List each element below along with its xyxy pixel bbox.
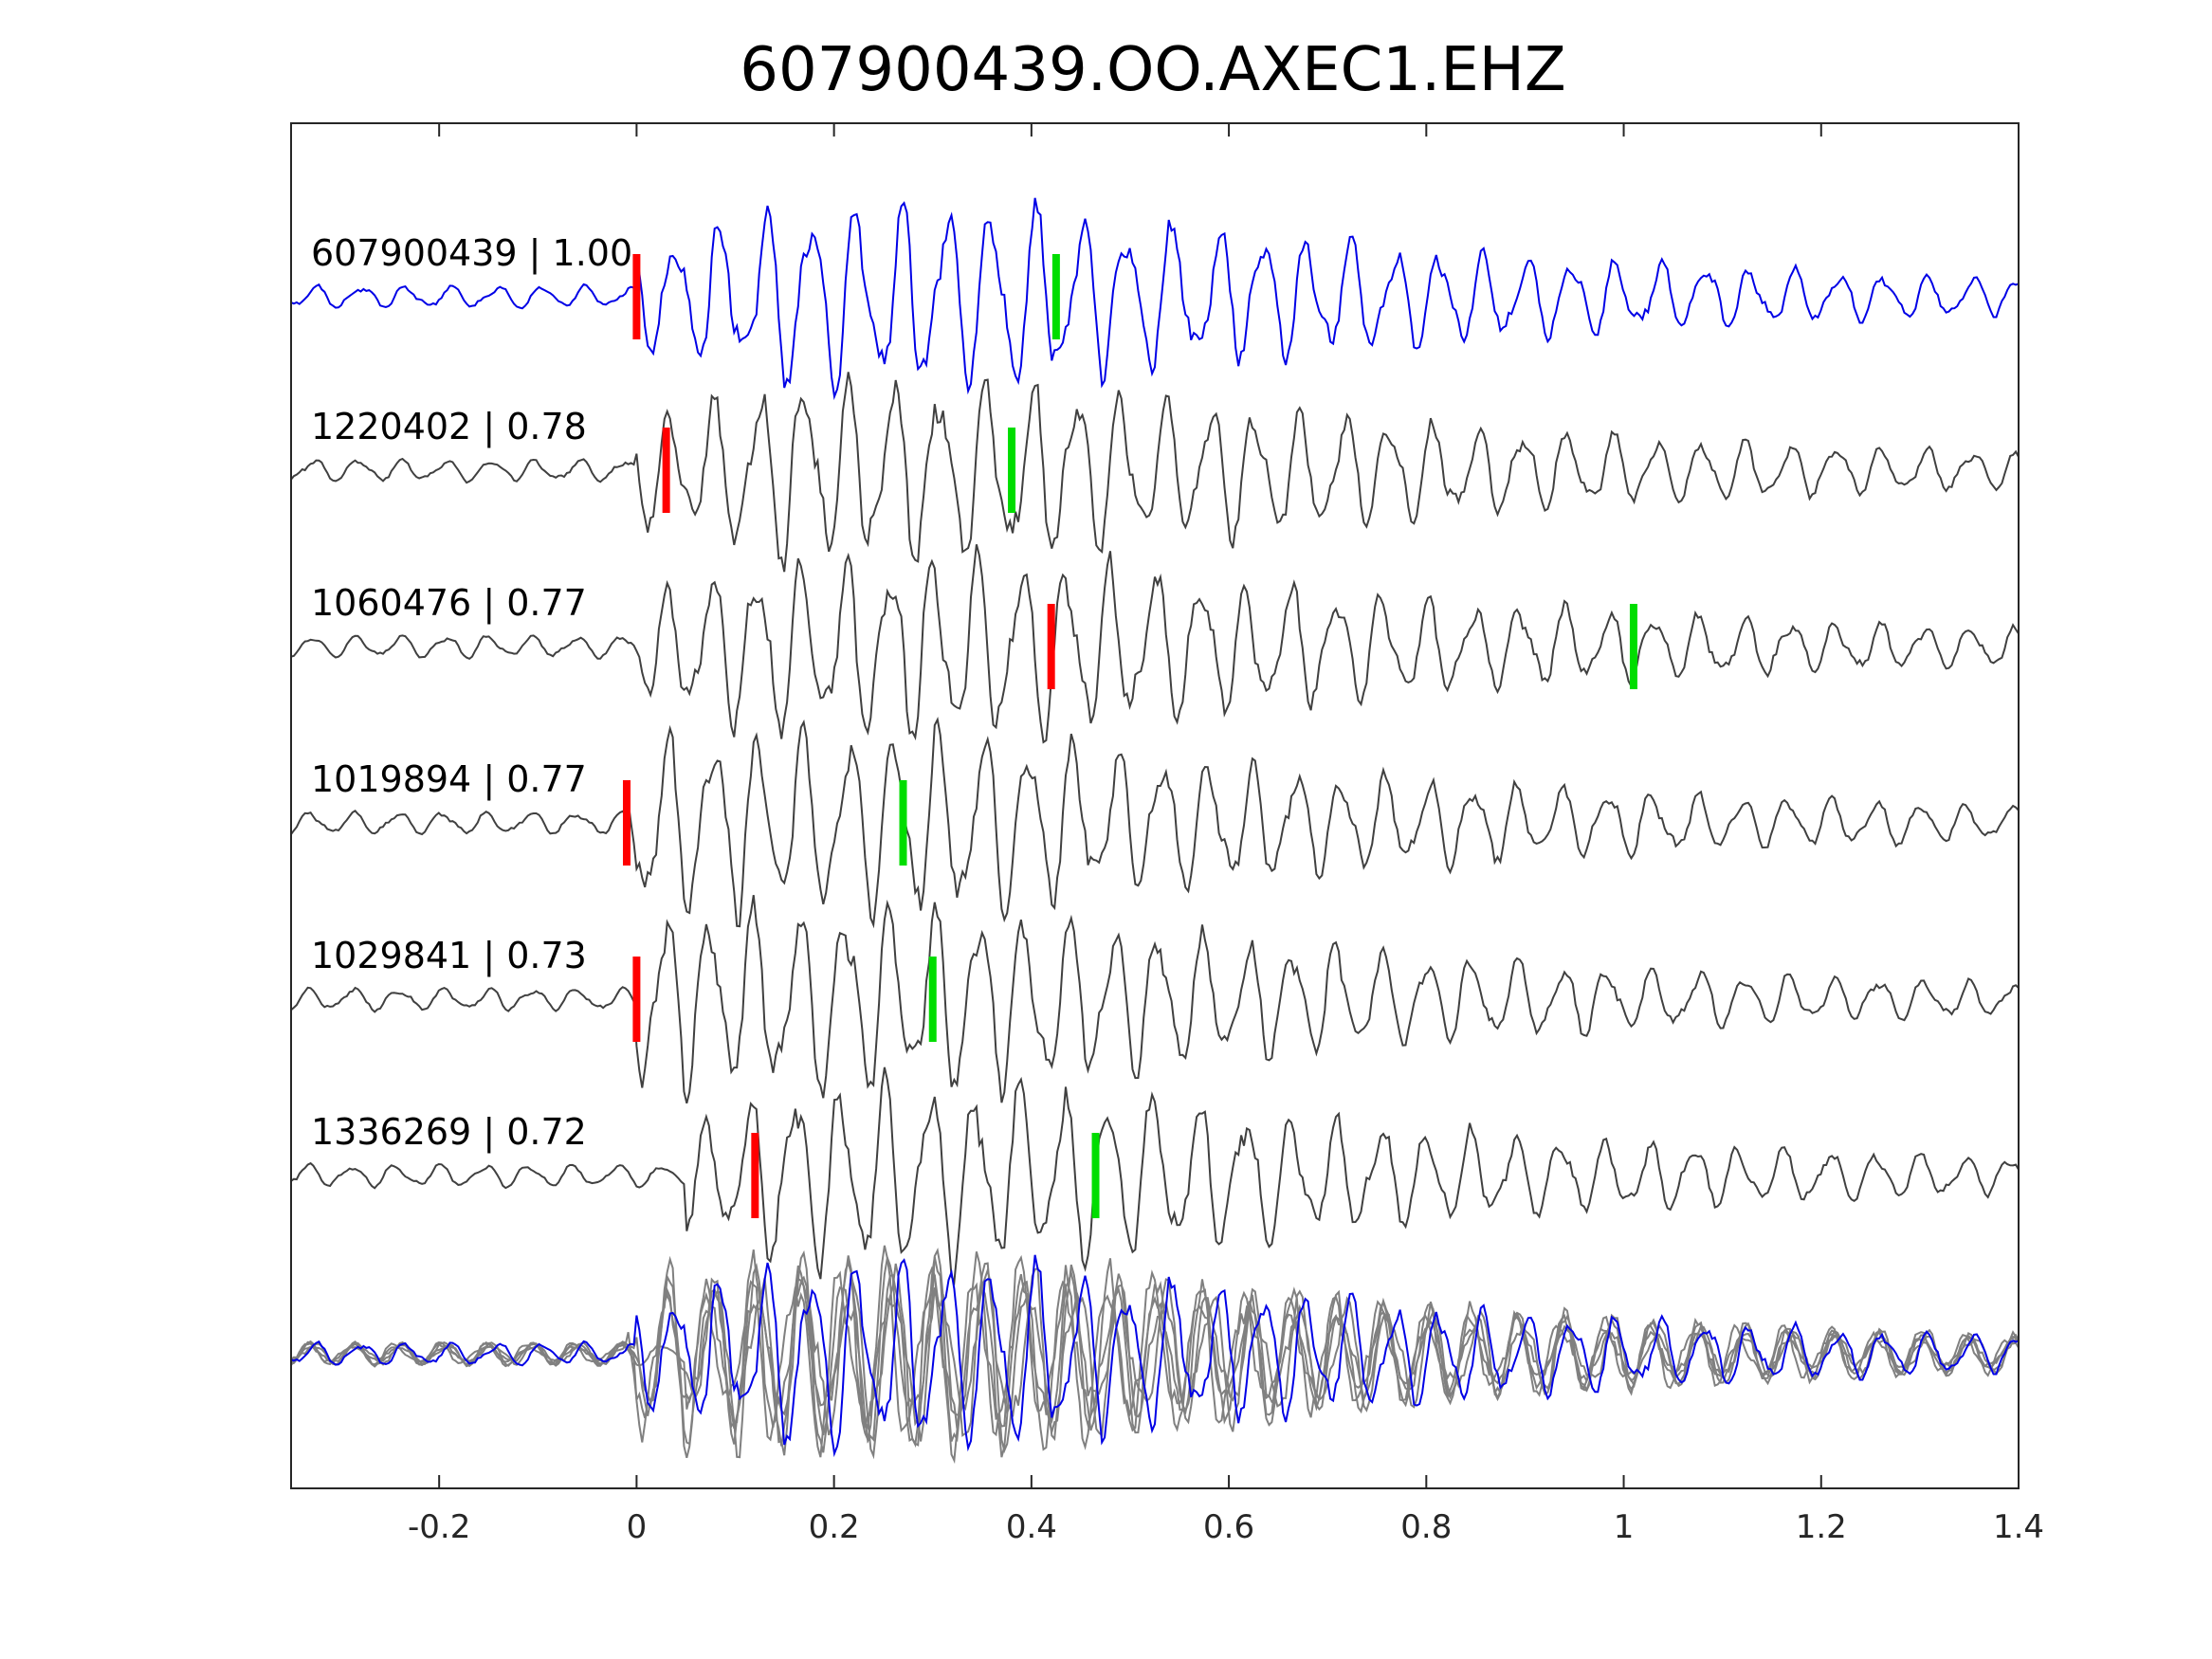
stack-trace-1060476 (290, 1251, 2020, 1451)
x-tick-label: 0 (627, 1508, 648, 1546)
stack-trace-607900439 (290, 1254, 2020, 1458)
trace-label-1029841: 1029841 | 0.73 (311, 935, 587, 977)
x-axis: -0.2 0 0.2 0.4 0.6 0.8 1 1.2 1.4 (408, 123, 2044, 1546)
trace-1019894 (290, 717, 2020, 929)
trace-label-1336269: 1336269 | 0.72 (311, 1111, 587, 1154)
x-tick-label: -0.2 (408, 1508, 470, 1546)
chart-title: 607900439.OO.AXEC1.EHZ (740, 35, 1566, 105)
x-tick-label: 1 (1614, 1508, 1635, 1546)
phase-picks (622, 254, 1637, 1218)
trace-labels: 607900439 | 1.00 1220402 | 0.78 1060476 | … (311, 232, 632, 1154)
trace-1220402 (290, 372, 2020, 573)
plot-frame (290, 122, 2020, 1489)
stack-trace-1220402 (290, 1255, 2020, 1456)
x-tick-label: 1.4 (1993, 1508, 2044, 1546)
trace-label-1060476: 1060476 | 0.77 (311, 582, 587, 625)
overlay-stack (290, 1245, 2020, 1465)
trace-607900439 (290, 197, 2020, 401)
trace-1060476 (290, 544, 2020, 744)
waveform-traces (290, 197, 2020, 1286)
x-tick-label: 0.4 (1006, 1508, 1057, 1546)
trace-label-607900439: 607900439 | 1.00 (311, 232, 632, 275)
x-tick-label: 1.2 (1796, 1508, 1847, 1546)
trace-label-1019894: 1019894 | 0.77 (311, 758, 587, 801)
trace-label-1220402: 1220402 | 0.78 (311, 406, 587, 448)
trace-1029841 (290, 895, 2020, 1104)
x-tick-label: 0.8 (1400, 1508, 1452, 1546)
x-tick-label: 0.6 (1203, 1508, 1254, 1546)
x-tick-label: 0.2 (809, 1508, 860, 1546)
trace-1336269 (290, 1066, 2020, 1286)
